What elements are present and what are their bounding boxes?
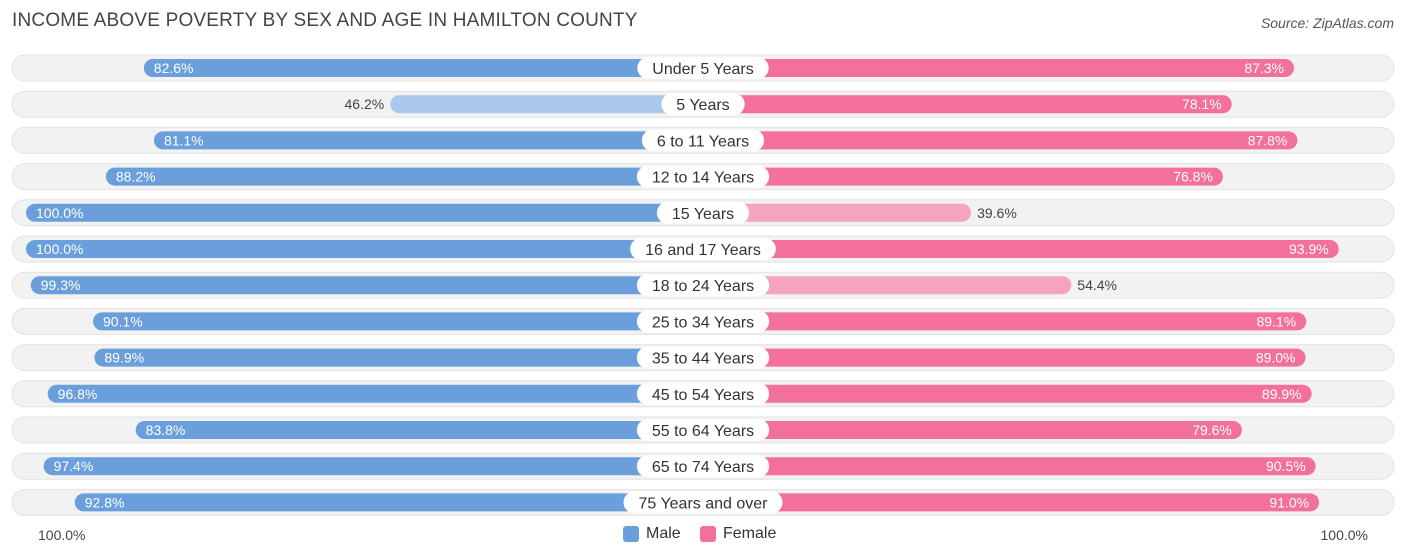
bar-male	[94, 348, 703, 367]
value-label-male: 100.0%	[36, 241, 83, 257]
category-pill	[636, 382, 770, 405]
bar-male	[43, 457, 704, 476]
category-pill	[623, 491, 783, 514]
category-label: 55 to 64 Years	[652, 423, 754, 440]
value-label-female: 87.3%	[1244, 60, 1284, 76]
category-pill	[636, 346, 770, 369]
value-label-female: 79.6%	[1192, 422, 1232, 438]
value-label-female: 87.8%	[1248, 132, 1288, 148]
bar-male	[105, 167, 704, 186]
value-label-male: 83.8%	[146, 422, 186, 438]
axis-right-label: 100.0%	[1320, 527, 1368, 543]
category-label: 35 to 44 Years	[652, 351, 754, 368]
value-label-female: 89.0%	[1256, 350, 1296, 366]
value-label-female: 93.9%	[1289, 241, 1329, 257]
chart-canvas: 82.6% 87.3% Under 5 Years 46.2% 78.1% 5 Years…	[11, 54, 1395, 516]
bar-female	[703, 421, 1242, 439]
value-label-male: 99.3%	[41, 277, 81, 293]
value-label-male: 97.4%	[54, 458, 94, 474]
category-label: 15 Years	[672, 206, 734, 223]
value-label-male: 96.8%	[58, 386, 98, 402]
value-label-male: 89.9%	[104, 350, 144, 366]
value-label-female: 78.1%	[1182, 96, 1222, 112]
category-pill	[636, 310, 770, 333]
bar-male	[74, 493, 703, 512]
category-label: 6 to 11 Years	[657, 133, 749, 150]
category-pill	[630, 238, 776, 260]
category-label: 5 Years	[676, 97, 729, 114]
category-pill	[636, 274, 770, 297]
bar-female	[703, 312, 1307, 331]
source-label: Source: ZipAtlas.com	[1260, 15, 1394, 31]
bar-male	[153, 131, 703, 150]
bar-female	[703, 457, 1316, 476]
bar-female	[703, 493, 1320, 512]
chart-title: INCOME ABOVE POVERTY BY SEX AND AGE IN H…	[12, 10, 638, 31]
category-label: 18 to 24 Years	[652, 278, 754, 295]
value-label-female: 91.0%	[1269, 494, 1309, 510]
bar-female	[703, 95, 1232, 114]
bar-male	[47, 384, 703, 403]
value-label-male: 46.2%	[345, 96, 385, 112]
value-label-female: 90.5%	[1266, 458, 1306, 474]
bar-female	[703, 167, 1223, 186]
bar-female	[703, 131, 1298, 150]
category-label: 65 to 74 Years	[652, 459, 754, 476]
bar-female	[703, 348, 1306, 367]
bar-female	[703, 59, 1295, 77]
legend-swatch-female	[700, 526, 716, 542]
category-label: 16 and 17 Years	[645, 242, 761, 259]
category-pill	[637, 57, 769, 79]
value-label-female: 76.8%	[1173, 169, 1213, 185]
value-label-female: 89.9%	[1262, 386, 1302, 402]
value-label-male: 82.6%	[154, 60, 194, 76]
legend-label-male: Male	[646, 525, 681, 542]
bar-female	[703, 240, 1339, 258]
category-pill	[661, 93, 745, 116]
bar-female	[703, 384, 1312, 403]
category-pill	[656, 201, 750, 224]
bar-male	[143, 59, 704, 77]
axis-left-label: 100.0%	[38, 527, 86, 543]
category-pill	[641, 129, 765, 152]
bar-male	[30, 276, 703, 295]
category-pill	[636, 165, 770, 188]
value-label-female: 89.1%	[1257, 313, 1297, 329]
value-label-female: 54.4%	[1077, 277, 1117, 293]
value-label-male: 100.0%	[36, 205, 83, 221]
value-label-female: 39.6%	[977, 205, 1017, 221]
category-pill	[636, 455, 770, 478]
legend-item-female: Female	[700, 524, 776, 544]
bar-male	[26, 240, 703, 258]
legend: Male Female	[0, 524, 1406, 544]
chart-row	[11, 344, 1395, 372]
category-label: Under 5 Years	[652, 61, 753, 78]
bar-female	[703, 203, 972, 222]
bar-male	[93, 312, 703, 331]
value-label-male: 88.2%	[116, 169, 156, 185]
category-label: 75 Years and over	[639, 495, 769, 512]
legend-swatch-male	[623, 526, 639, 542]
value-label-male: 90.1%	[103, 313, 143, 329]
value-label-male: 92.8%	[85, 494, 125, 510]
category-label: 25 to 34 Years	[652, 314, 754, 331]
category-label: 45 to 54 Years	[652, 387, 754, 404]
bar-male	[26, 203, 703, 222]
category-label: 12 to 14 Years	[652, 170, 754, 187]
value-label-male: 81.1%	[164, 132, 204, 148]
bar-female	[703, 276, 1072, 295]
bar-male	[135, 421, 703, 439]
legend-item-male: Male	[623, 524, 681, 544]
bar-male	[390, 95, 703, 114]
legend-label-female: Female	[723, 525, 777, 542]
category-pill	[636, 419, 770, 441]
